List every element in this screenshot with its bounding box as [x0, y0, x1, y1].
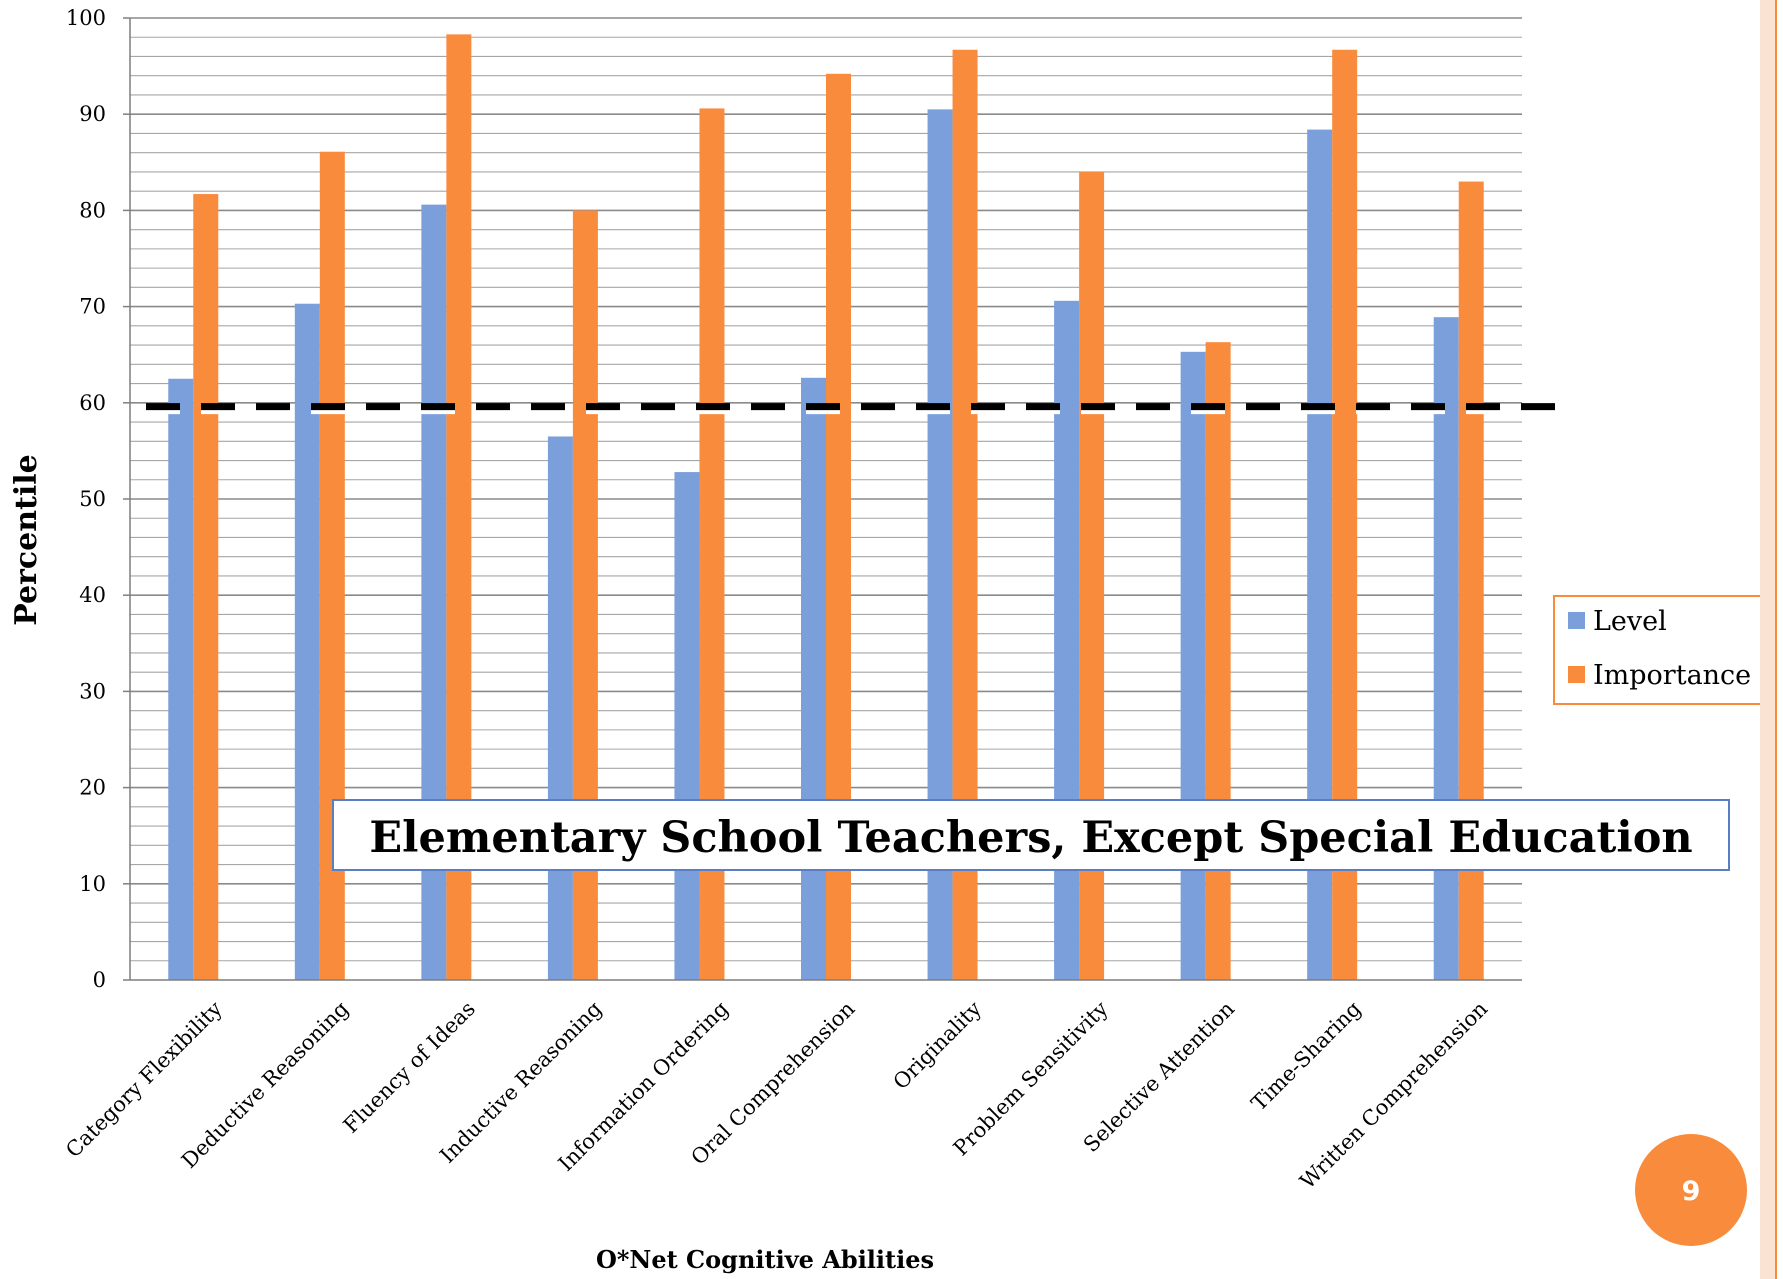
y-tick-labels: 0 10 20 30 40 50 60 70 80 90 100: [66, 6, 106, 992]
y-tick-label-50: 50: [79, 487, 106, 511]
y-tick-label-40: 40: [79, 583, 106, 607]
legend-swatch-level: [1568, 612, 1585, 629]
bar-level-4: [674, 472, 700, 980]
annotation-banner: Elementary School Teachers, Except Speci…: [332, 799, 1730, 871]
y-tick-label-10: 10: [79, 872, 106, 896]
right-edge-decoration: [1760, 0, 1777, 1279]
y-axis-title: Percentile: [9, 454, 44, 626]
legend-box: [1553, 595, 1775, 705]
legend: Level Importance: [1553, 595, 1775, 705]
legend-label-level: Level: [1593, 606, 1667, 637]
y-tick-label-90: 90: [79, 102, 106, 126]
bar-level-10: [1433, 317, 1459, 980]
bar-level-5: [801, 377, 826, 981]
bar-level-0: [168, 378, 194, 980]
bar-level-1: [294, 303, 320, 980]
y-tick-label-0: 0: [93, 968, 106, 992]
annotation-text: Elementary School Teachers, Except Speci…: [369, 813, 1692, 863]
x-category-label-9: Time-Sharing: [1247, 997, 1366, 1116]
bar-importance-8: [1205, 342, 1231, 981]
page-number-circle: [1635, 1134, 1747, 1246]
page-number: 9: [1682, 1176, 1701, 1207]
y-tick-label-20: 20: [79, 776, 106, 800]
x-axis-title: O*Net Cognitive Abilities: [596, 1245, 934, 1274]
axes: [123, 17, 1522, 981]
bar-level-8: [1180, 351, 1206, 981]
bar-level-7: [1054, 300, 1080, 980]
x-category-label-2: Fluency of Ideas: [339, 997, 480, 1138]
y-tick-label-80: 80: [79, 198, 106, 222]
legend-label-importance: Importance: [1593, 660, 1751, 691]
reference-line: [146, 403, 1562, 415]
bar-importance-0: [193, 194, 219, 980]
x-category-label-6: Originality: [889, 996, 987, 1094]
annotation-box: [332, 799, 1730, 871]
y-tick-label-100: 100: [66, 6, 106, 30]
y-tick-label-30: 30: [79, 679, 106, 703]
legend-swatch-importance: [1568, 666, 1585, 683]
y-tick-label-70: 70: [79, 295, 106, 319]
edge-stripe: [1760, 0, 1776, 1279]
bar-level-3: [547, 436, 573, 981]
page-number-badge: 9: [1635, 1134, 1747, 1246]
y-tick-label-60: 60: [79, 391, 106, 415]
